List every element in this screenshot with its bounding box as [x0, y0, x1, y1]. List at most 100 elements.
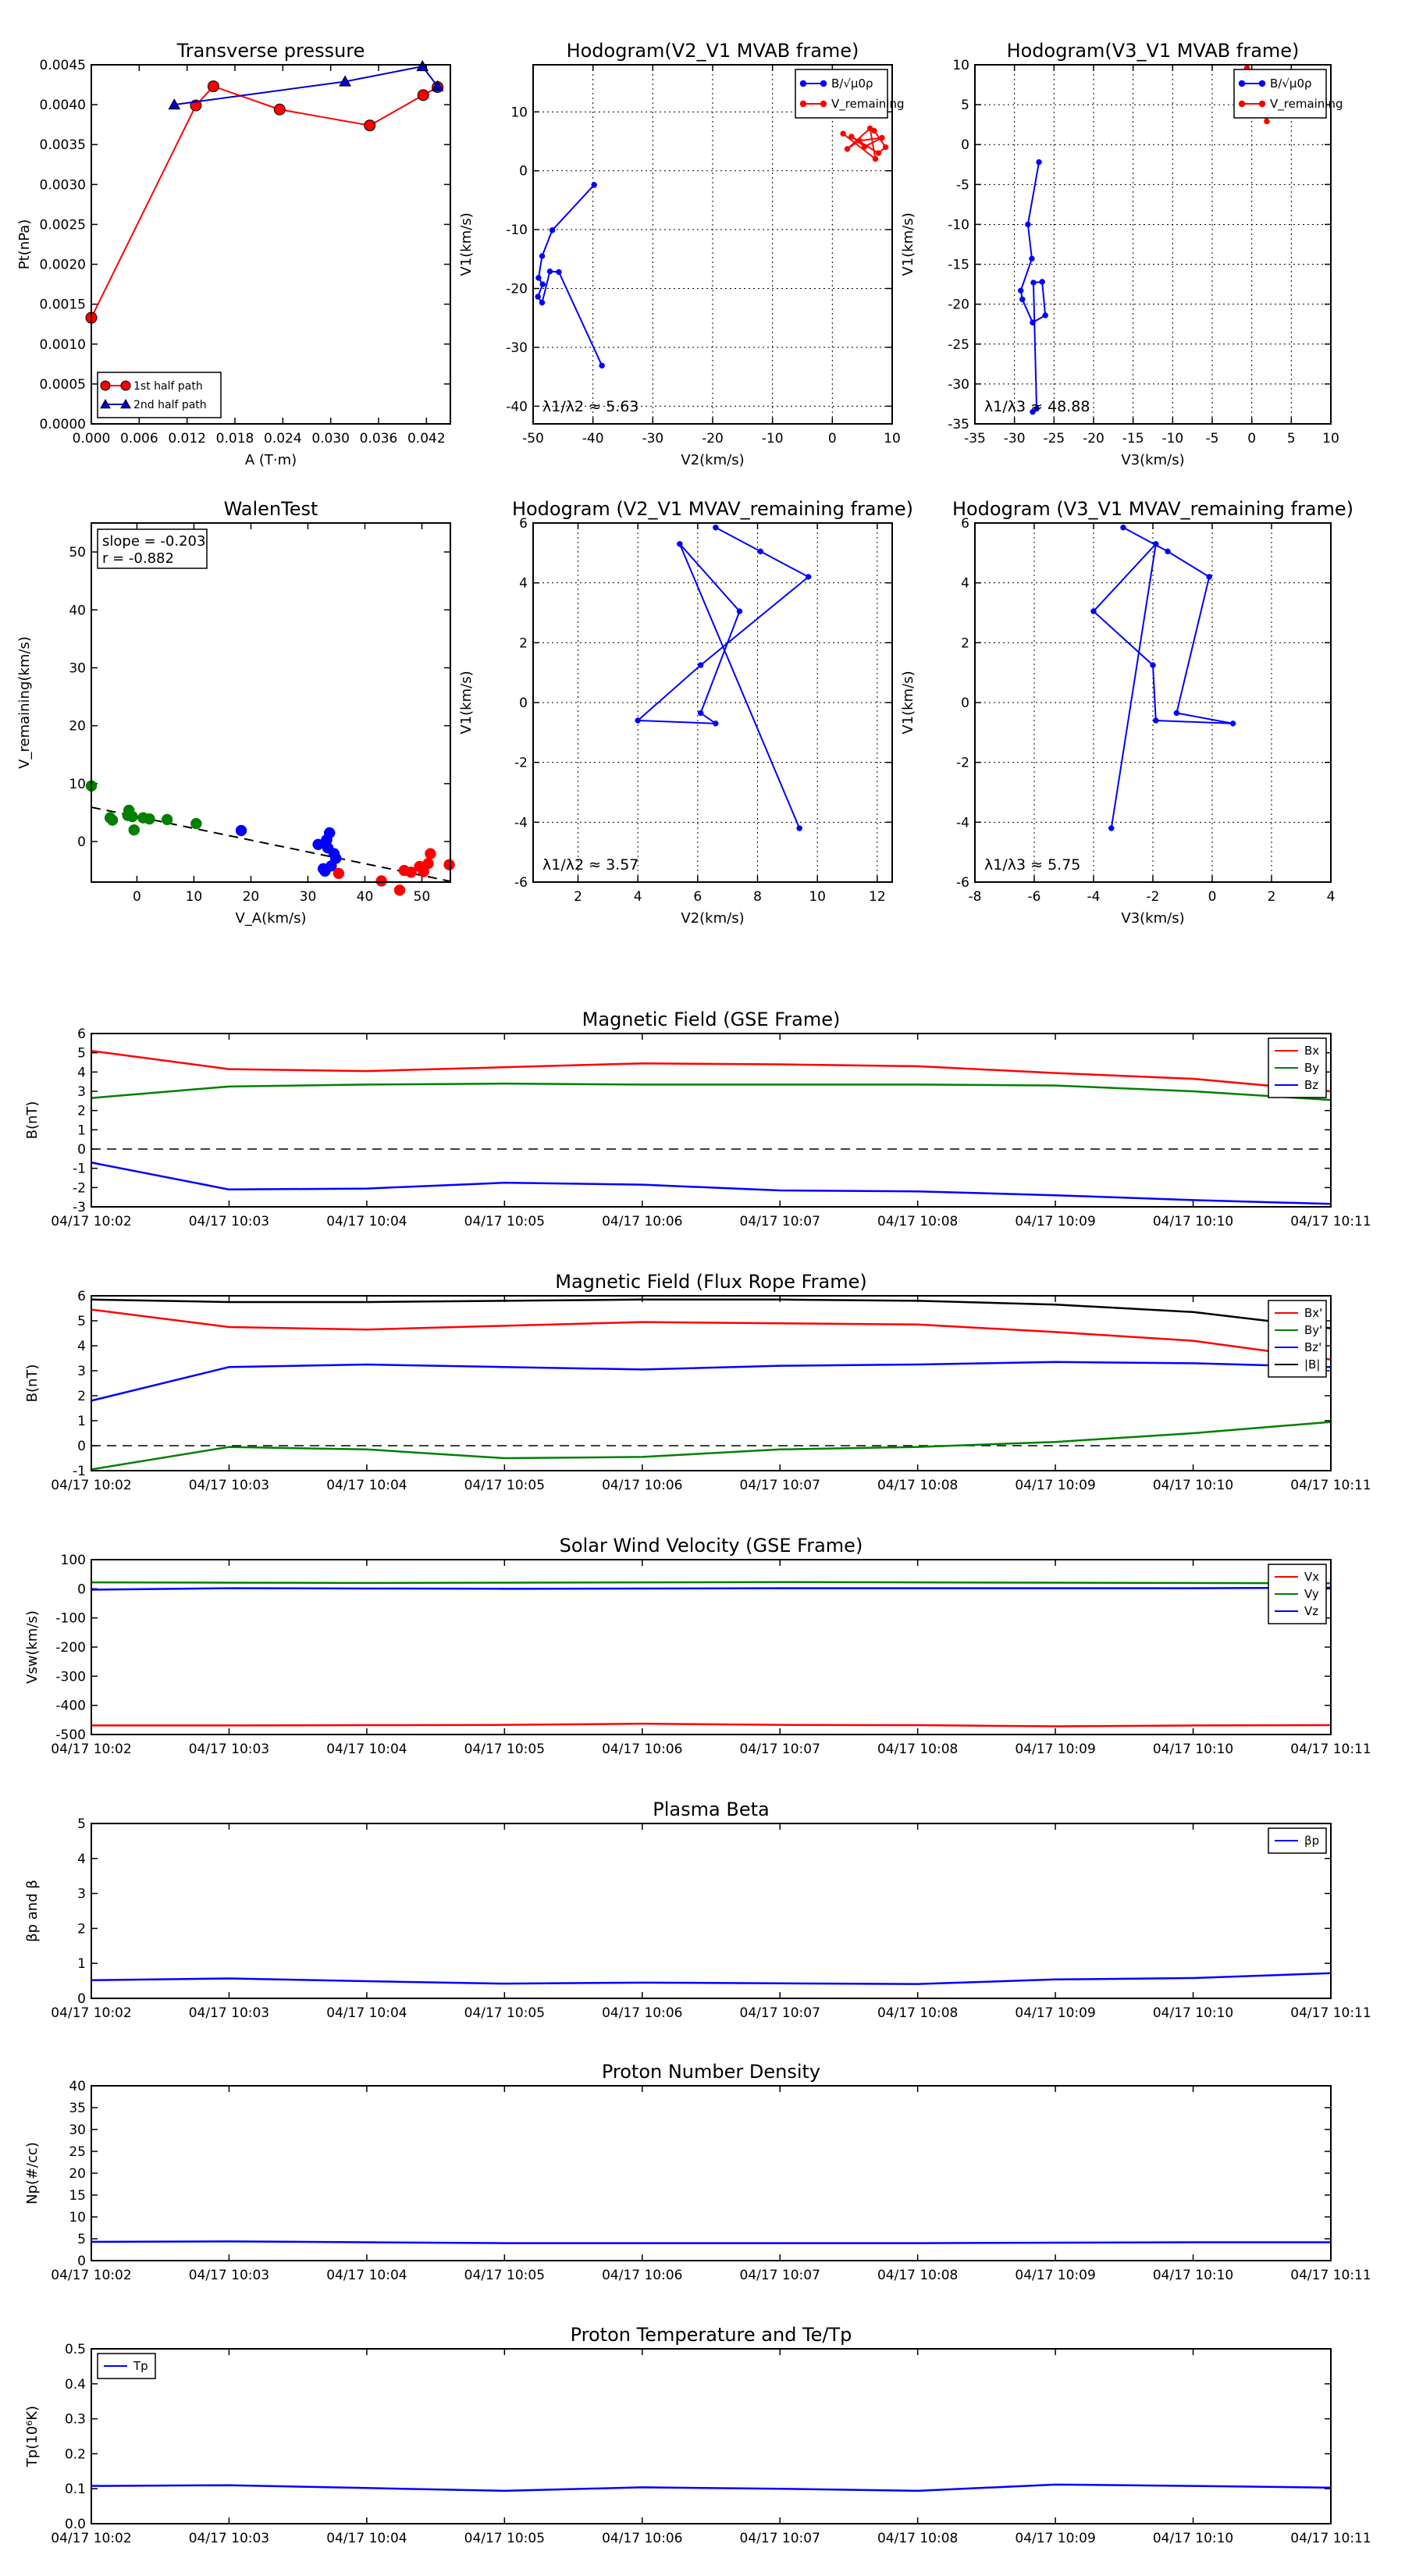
legend: 1st half path 2nd half path [97, 372, 222, 418]
legend-label: |B| [1304, 1357, 1320, 1372]
x-tick-label: 04/17 10:10 [1153, 2005, 1233, 2021]
x-tick-label: -20 [1083, 431, 1104, 447]
series-line-Bz [91, 1162, 1332, 1205]
data-point [546, 268, 553, 275]
y-tick-label: 4 [77, 1852, 86, 1867]
x-tick-label: -20 [702, 431, 724, 447]
y-tick-label: 10 [952, 58, 969, 73]
legend-label: Bx [1304, 1044, 1319, 1058]
data-point [100, 380, 111, 391]
legend-label: B/√μ0ρ [831, 76, 873, 91]
x-tick-label: 0.024 [264, 431, 302, 447]
x-tick-label: -30 [1004, 431, 1026, 447]
y-tick-label: 0.0030 [40, 177, 86, 193]
series-line [537, 184, 603, 366]
data-point [820, 100, 827, 108]
data-point [872, 155, 879, 162]
x-tick-label: 2 [1268, 889, 1276, 905]
x-tick-label: 0.030 [311, 431, 350, 447]
plot-frame [91, 2085, 1332, 2261]
x-tick-label: 04/17 10:03 [189, 2005, 269, 2021]
x-tick-label: 20 [243, 889, 260, 905]
legend-label: Bz [1304, 1078, 1318, 1092]
data-point [549, 227, 556, 233]
y-tick-label: -2 [73, 1180, 86, 1196]
y-tick-label: 5 [961, 98, 969, 113]
data-point [871, 127, 877, 134]
chart-walen: WalenTest 0 10 20 30 40 50 0 10 20 30 40 50 V_A(km/s)… [16, 498, 455, 927]
data-point [1030, 408, 1036, 415]
y-tick-label: -1 [73, 1162, 86, 1177]
data-point [431, 80, 444, 91]
y-tick-label: 30 [69, 2122, 86, 2138]
data-point [443, 859, 455, 870]
data-point [207, 80, 219, 93]
y-axis-label: V1(km/s) [458, 671, 475, 734]
series-line-By' [91, 1421, 1332, 1471]
legend: B/√μ0ρ V_remaining [1233, 69, 1343, 119]
data-point [697, 710, 704, 717]
chart-ts3: Solar Wind Velocity (GSE Frame) -500 -400 -… [24, 1535, 1371, 1757]
data-point [190, 817, 202, 830]
chart-ts6: Proton Temperature and Te/Tp 0.0 0.1 0.2 0.3… [24, 2324, 1371, 2546]
series-line [174, 65, 439, 106]
y-tick-label: 0.4 [65, 2377, 86, 2393]
data-point [1258, 100, 1266, 108]
x-tick-label: 04/17 10:06 [602, 1478, 682, 1493]
x-tick-label: 04/17 10:02 [51, 2268, 131, 2283]
plot-frame [91, 1559, 1332, 1735]
x-tick-label: 04/17 10:03 [189, 2531, 269, 2546]
x-axis-label: V3(km/s) [1121, 910, 1184, 927]
x-tick-label: 6 [693, 889, 702, 905]
x-tick-label: -10 [1161, 431, 1183, 447]
data-point [425, 848, 436, 859]
y-tick-label: 2 [77, 1389, 86, 1404]
x-tick-label: 04/17 10:03 [189, 2268, 269, 2283]
legend: Bx' By' Bz' |B| [1268, 1300, 1327, 1378]
x-tick-label: -15 [1122, 431, 1144, 447]
x-tick-label: -2 [1147, 889, 1160, 905]
y-tick-label: 1 [77, 1123, 86, 1138]
data-point [591, 182, 597, 188]
y-tick-label: -6 [956, 875, 969, 891]
series-line-Bz' [91, 1361, 1332, 1402]
data-point [144, 813, 155, 825]
y-tick-label: -400 [55, 1699, 86, 1714]
x-tick-label: 04/17 10:02 [51, 2531, 131, 2546]
y-tick-label: -4 [956, 815, 969, 831]
x-tick-label: 04/17 10:10 [1153, 2268, 1233, 2283]
y-tick-label: 0.0040 [40, 98, 86, 113]
plot-frame [91, 2348, 1332, 2524]
y-tick-label: 5 [77, 1816, 86, 1832]
y-tick-label: -6 [514, 875, 528, 891]
data-point [422, 858, 434, 870]
y-tick-label: 0.0 [65, 2517, 86, 2532]
chart-ts4: Plasma Beta 0 1 2 3 4 5 04/17 10:02 04/17 10:03 0… [24, 1799, 1371, 2021]
y-tick-label: -10 [506, 222, 528, 238]
data-point [417, 89, 429, 101]
y-tick-label: 5 [77, 1046, 86, 1062]
x-tick-label: 04/17 10:03 [189, 1478, 269, 1493]
y-tick-label: 4 [77, 1065, 86, 1080]
x-tick-label: 04/17 10:08 [877, 2531, 958, 2546]
y-tick-label: 20 [69, 2166, 86, 2182]
x-tick-label: 04/17 10:05 [464, 2005, 545, 2021]
y-axis-label: Vsw(km/s) [24, 1610, 41, 1684]
chart-title: Hodogram(V3_V1 MVAB frame) [1007, 40, 1300, 62]
y-tick-label: 0.3 [65, 2412, 86, 2428]
data-point [535, 294, 541, 300]
stats-frame [97, 528, 208, 569]
series-line-Bx [91, 1049, 1332, 1093]
x-tick-label: 10 [1322, 431, 1339, 447]
y-tick-label: 20 [69, 719, 86, 735]
y-axis-label: Tp(10⁶K) [24, 2406, 41, 2467]
legend: B/√μ0ρ V_remaining [795, 69, 905, 119]
legend-label: Vy [1304, 1587, 1319, 1601]
data-point [805, 574, 812, 580]
data-point [1033, 405, 1040, 412]
y-tick-label: -4 [514, 815, 528, 831]
data-point [875, 150, 882, 156]
fit-line [91, 806, 451, 882]
chart-title: Hodogram (V3_V1 MVAV_remaining frame) [952, 498, 1353, 520]
data-point [1165, 548, 1171, 555]
